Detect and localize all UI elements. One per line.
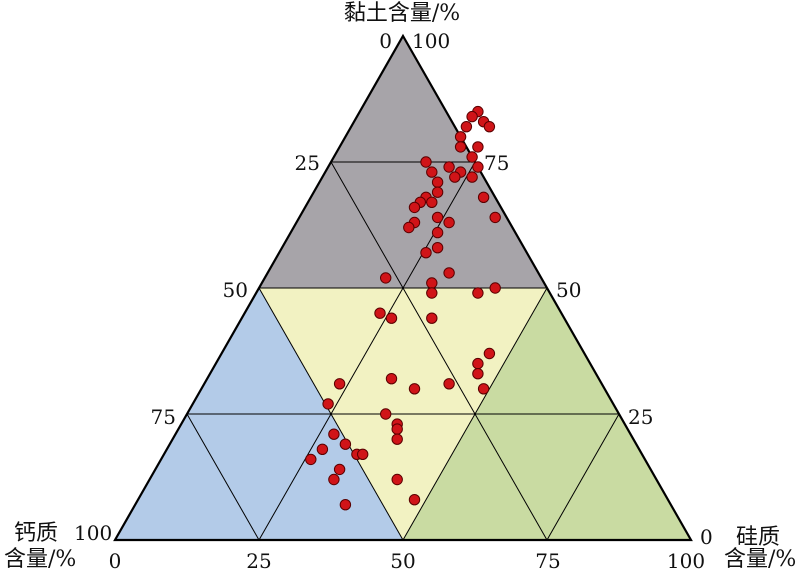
right-axis-title-line2: 含量/% xyxy=(724,547,796,572)
data-point-35 xyxy=(426,287,438,299)
data-point-10 xyxy=(426,166,438,178)
top-tick-left: 0 xyxy=(379,29,392,53)
data-point-4 xyxy=(483,121,496,133)
data-point-59 xyxy=(333,463,346,476)
top-tick-right: 100 xyxy=(412,29,450,53)
data-point-29 xyxy=(431,242,444,254)
data-point-27 xyxy=(431,226,444,239)
left-edge-tick-50: 50 xyxy=(223,278,248,302)
data-point-37 xyxy=(374,307,386,319)
data-point-40 xyxy=(483,347,496,360)
data-point-52 xyxy=(391,433,403,445)
data-point-17 xyxy=(431,186,444,198)
data-point-24 xyxy=(443,216,455,229)
right-axis-title-line1: 硅质 xyxy=(736,525,780,550)
left-axis-title-line2: 含量/% xyxy=(4,547,76,572)
right-edge-tick-75: 75 xyxy=(484,151,509,175)
data-point-41 xyxy=(472,357,484,370)
data-point-6 xyxy=(454,141,467,153)
data-point-44 xyxy=(443,378,455,390)
data-point-28 xyxy=(403,221,415,234)
data-point-9 xyxy=(420,156,432,168)
data-points xyxy=(305,105,501,511)
data-point-58 xyxy=(305,453,317,466)
data-point-19 xyxy=(426,196,438,209)
data-point-55 xyxy=(316,443,329,455)
data-point-15 xyxy=(466,171,478,183)
data-point-54 xyxy=(339,438,352,450)
data-point-60 xyxy=(391,473,403,486)
data-point-7 xyxy=(472,141,484,153)
data-point-46 xyxy=(385,373,398,385)
data-point-31 xyxy=(443,267,455,279)
gridline-r-0 xyxy=(186,413,260,541)
left-edge-tick-75: 75 xyxy=(151,405,176,429)
data-point-57 xyxy=(357,448,369,460)
data-point-49 xyxy=(380,408,392,420)
right-edge-tick-50: 50 xyxy=(556,278,581,302)
bottom-tick-0: 0 xyxy=(109,549,122,573)
bottom-tick-50: 50 xyxy=(390,549,415,573)
data-point-34 xyxy=(489,282,501,294)
data-point-21 xyxy=(408,201,421,214)
data-point-30 xyxy=(420,247,432,259)
data-point-42 xyxy=(472,368,484,380)
triangle-outline xyxy=(113,33,693,542)
gridline-r-2 xyxy=(330,161,548,541)
data-point-26 xyxy=(489,211,501,224)
gridline-l-2 xyxy=(546,413,620,541)
data-point-63 xyxy=(339,499,352,511)
data-point-25 xyxy=(477,191,490,204)
top-axis-title: 黏土含量/% xyxy=(344,1,460,26)
data-point-2 xyxy=(460,121,473,133)
data-point-33 xyxy=(426,277,438,289)
left-edge-tick-25: 25 xyxy=(295,151,320,175)
bottom-tick-25: 25 xyxy=(246,549,271,573)
right-edge-tick-25: 25 xyxy=(628,405,653,429)
data-point-47 xyxy=(333,378,346,390)
data-point-53 xyxy=(328,428,340,440)
right-vertex-tick: 0 xyxy=(700,525,713,549)
data-point-51 xyxy=(391,423,403,435)
data-point-36 xyxy=(472,287,484,299)
data-point-39 xyxy=(426,312,438,324)
chart-gridlines xyxy=(186,161,620,541)
data-point-11 xyxy=(443,161,455,173)
left-axis-title-line1: 钙质 xyxy=(14,521,58,546)
data-point-62 xyxy=(408,494,421,506)
data-point-1 xyxy=(466,110,478,123)
bottom-tick-100: 100 xyxy=(667,549,705,573)
data-point-45 xyxy=(477,383,490,395)
data-point-13 xyxy=(449,171,461,183)
data-point-61 xyxy=(328,473,340,486)
bottom-tick-75: 75 xyxy=(535,549,560,573)
data-point-48 xyxy=(322,398,334,410)
data-point-23 xyxy=(431,211,444,224)
data-point-8 xyxy=(466,151,478,163)
data-point-14 xyxy=(472,161,484,173)
data-point-16 xyxy=(431,176,444,188)
data-point-38 xyxy=(385,312,398,324)
data-point-5 xyxy=(454,131,467,143)
gridline-l-0 xyxy=(258,161,476,541)
data-point-32 xyxy=(380,272,392,284)
left-vertex-tick: 100 xyxy=(74,521,112,545)
data-point-43 xyxy=(408,383,421,395)
